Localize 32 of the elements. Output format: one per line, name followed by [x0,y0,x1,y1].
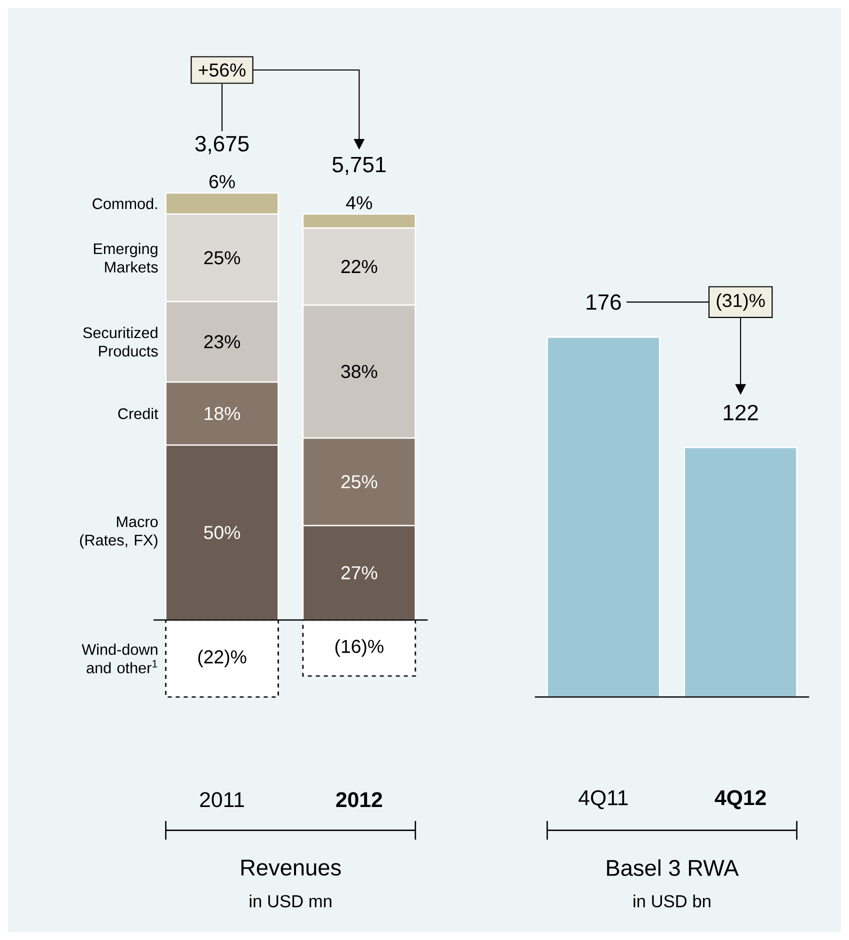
series-label: Commod. [92,198,157,210]
text: in USD mn [250,894,332,908]
series-label: Securitized Products [83,326,158,357]
annotation: (31)% [716,293,765,311]
data-label: 27% [341,566,378,580]
series-label: Credit [118,408,158,420]
data-label: 38% [341,364,378,378]
data-label: 4% [346,196,372,210]
x-axis-title: Revenues [241,860,341,876]
data-label: (22)% [198,650,246,668]
data-label: 25% [341,475,378,488]
data-label: 176 [586,294,621,310]
data-label: 122 [724,404,758,420]
text: 5,751 [332,157,386,175]
data-label: (16)% [335,639,384,657]
text: in USD bn [634,894,710,908]
x-tick-label: 4Q11 [578,790,628,810]
x-tick-label: 2012 [336,792,382,808]
data-label: 23% [204,335,240,348]
series-label: Wind-down and other$^{1}$ [82,644,158,674]
data-label: 25% [204,251,240,264]
text: 3,675 [195,136,249,154]
data-label: 50% [204,526,240,540]
data-label: 22% [341,260,378,274]
data-label: 6% [209,175,235,188]
text: +56% [198,63,246,77]
x-axis-title: Basel 3 RWA [607,859,739,876]
series-label: Emerging Markets [94,242,158,273]
x-tick-label: 2011 [200,792,244,808]
x-tick-label: 4Q12 [714,790,766,810]
data-label: 18% [204,406,240,420]
series-label: Macro (Rates, FX) [80,516,158,549]
